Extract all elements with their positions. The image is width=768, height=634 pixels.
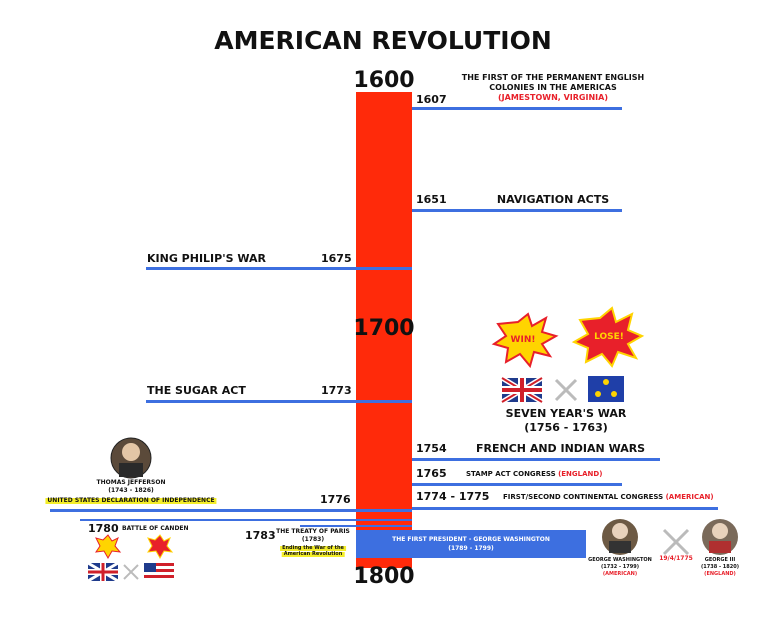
event-line (412, 458, 660, 461)
event-label-text: FIRST/SECOND CONTINENTAL CONGRESS (503, 493, 664, 501)
event-year: 1776 (320, 493, 351, 506)
event-label: THE FIRST PRESIDENT - GEORGE WASHINGTON (392, 536, 550, 543)
event-note: (JAMESTOWN, VIRGINIA) (497, 93, 609, 102)
event-label: SEVEN YEAR'S WAR (505, 407, 627, 420)
france-flag (588, 376, 624, 402)
event-line (412, 483, 622, 486)
lose-icon (146, 534, 174, 560)
event-note: Ending the War of the (280, 545, 346, 551)
versus-cross (554, 378, 578, 402)
event-year: 1754 (416, 442, 447, 455)
lose-burst (571, 306, 645, 368)
event-label: FRENCH AND INDIAN WARS (476, 442, 646, 455)
win-text: WIN! (510, 335, 536, 345)
person-name: GEORGE WASHINGTON (588, 557, 652, 563)
event-year: 1607 (416, 93, 447, 106)
event-dates: (1783) (301, 536, 325, 543)
person-name: GEORGE III (704, 557, 736, 563)
person-dates: (1732 - 1799) (601, 564, 639, 570)
washington-portrait (602, 519, 638, 555)
uk-flag-small (87, 561, 119, 583)
event-line (412, 107, 622, 110)
event-line (146, 267, 412, 270)
event-label: THE TREATY OF PARIS (276, 528, 350, 535)
event-label: NAVIGATION ACTS (496, 193, 610, 206)
timeline-bar (356, 92, 412, 568)
george-iii-portrait (702, 519, 738, 555)
event-label-text: STAMP ACT CONGRESS (466, 470, 556, 478)
uk-flag (500, 375, 544, 405)
person-side: (AMERICAN) (602, 571, 638, 577)
event-label: COLONIES IN THE AMERICAS (489, 83, 617, 92)
event-label: THE FIRST OF THE PERMANENT ENGLISH (461, 73, 645, 82)
person-side: (ENGLAND) (704, 571, 736, 577)
scale-label: 1800 (353, 564, 415, 589)
event-year: 1765 (416, 467, 447, 480)
event-line (412, 209, 622, 212)
versus-cross-small (123, 564, 139, 580)
scale-label: 1700 (353, 316, 415, 341)
event-year: 1773 (321, 384, 352, 397)
event-label: KING PHILIP'S WAR (147, 252, 266, 265)
event-year: 1780 (88, 522, 119, 535)
event-label: STAMP ACT CONGRESS (ENGLAND) (466, 471, 602, 478)
event-label: BATTLE OF CANDEN (122, 525, 189, 532)
us-flag (144, 563, 174, 581)
event-year: 1651 (416, 193, 447, 206)
event-note: (ENGLAND) (558, 470, 603, 478)
event-year: 1675 (321, 252, 352, 265)
event-year: 1783 (245, 529, 276, 542)
event-year: 1774 - 1775 (416, 490, 490, 503)
war-date: 19/4/1775 (659, 555, 693, 562)
event-label: FIRST/SECOND CONTINENTAL CONGRESS (AMERI… (503, 494, 714, 501)
win-icon (94, 534, 122, 560)
president-box (356, 530, 586, 558)
event-label: UNITED STATES DECLARATION OF INDEPENDENC… (45, 497, 217, 504)
event-line (146, 400, 412, 403)
event-dates: (1789 - 1799) (448, 545, 494, 552)
event-line (412, 507, 718, 510)
event-line (80, 519, 412, 521)
person-dates: (1743 - 1826) (108, 487, 154, 494)
lose-text: LOSE! (594, 332, 624, 342)
event-label: THE SUGAR ACT (147, 384, 246, 397)
person-dates: (1738 - 1820) (701, 564, 739, 570)
win-burst (491, 312, 559, 369)
person-name: THOMAS JEFFERSON (96, 479, 166, 486)
event-note: (AMERICAN) (665, 493, 714, 501)
jefferson-portrait (110, 437, 152, 479)
event-note: American Revolution (281, 551, 345, 557)
event-line (300, 525, 412, 527)
event-dates: (1756 - 1763) (524, 421, 608, 434)
scale-label: 1600 (353, 68, 415, 93)
title: AMERICAN REVOLUTION (214, 26, 552, 55)
event-line (50, 509, 412, 512)
crossed-swords (662, 528, 690, 556)
